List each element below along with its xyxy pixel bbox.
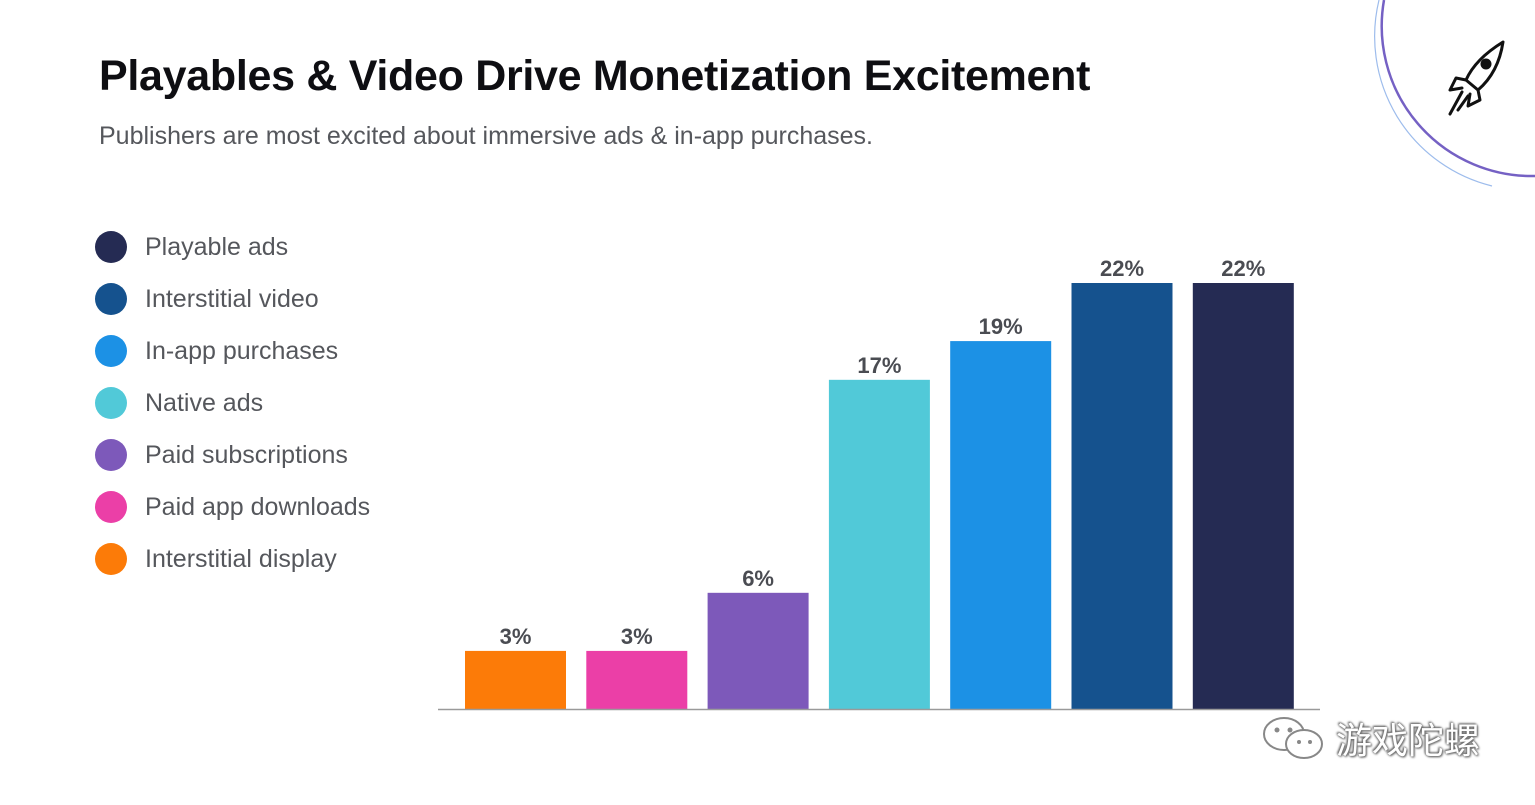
data-label: 3% [621, 624, 653, 649]
legend-label: Native ads [145, 388, 264, 417]
rocket-logo-badge [1374, 0, 1535, 187]
legend-swatch [95, 387, 127, 419]
bar-interstitial-display [465, 650, 566, 709]
chart-subtitle: Publishers are most excited about immers… [99, 122, 873, 150]
data-label: 3% [500, 624, 532, 649]
legend-swatch [95, 231, 127, 263]
wechat-icon [1263, 717, 1323, 759]
data-label: 17% [857, 353, 901, 378]
legend-item-playable-ads: Playable ads [95, 230, 288, 264]
bar-in-app-purchases [950, 341, 1052, 709]
watermark: 游戏陀螺 [1258, 712, 1480, 764]
legend-label: Playable ads [145, 232, 289, 261]
legend-swatch [95, 543, 127, 575]
watermark-text: 游戏陀螺 [1336, 721, 1481, 762]
legend-item-paid-app-downloads: Paid app downloads [95, 490, 370, 524]
legend-swatch [95, 283, 127, 315]
legend-label: In-app purchases [145, 336, 339, 365]
legend-label: Interstitial video [145, 284, 319, 313]
bar-paid-app-downloads [586, 650, 688, 709]
bar-group [465, 283, 1294, 709]
logo-arc-inner [1374, 0, 1493, 187]
legend-swatch [95, 439, 127, 471]
legend-item-interstitial-display: Interstitial display [95, 542, 337, 576]
legend-item-native-ads: Native ads [95, 386, 263, 420]
chart-title: Playables & Video Drive Monetization Exc… [99, 52, 1091, 100]
logo-arc [1380, 0, 1535, 178]
legend-item-paid-subscriptions: Paid subscriptions [95, 438, 348, 472]
data-label-group: 3% 3% 6% 17% 19% 22% 22% [500, 256, 1266, 649]
bar-paid-subscriptions [707, 592, 809, 709]
data-label: 19% [979, 314, 1023, 339]
bar-playable-ads [1192, 283, 1294, 709]
data-label: 22% [1221, 256, 1265, 281]
data-label: 6% [742, 566, 774, 591]
legend-label: Interstitial display [145, 544, 337, 573]
bar-interstitial-video [1071, 283, 1173, 709]
data-label: 22% [1100, 256, 1144, 281]
bar-native-ads [828, 379, 930, 709]
legend-item-in-app-purchases: In-app purchases [95, 334, 338, 368]
legend-swatch [95, 335, 127, 367]
legend-label: Paid app downloads [145, 492, 371, 521]
legend-item-interstitial-video: Interstitial video [95, 282, 319, 316]
legend-swatch [95, 491, 127, 523]
rocket-icon [1448, 40, 1505, 116]
legend-label: Paid subscriptions [145, 440, 348, 469]
